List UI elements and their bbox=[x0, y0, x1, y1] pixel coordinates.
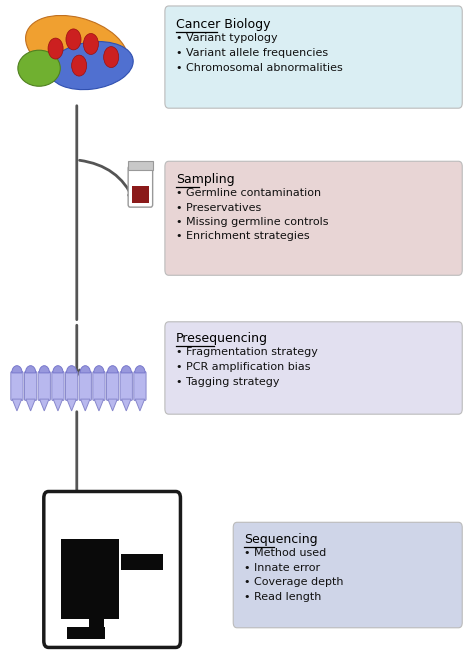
Polygon shape bbox=[94, 399, 104, 411]
Bar bbox=[120, 555, 163, 570]
Wedge shape bbox=[121, 366, 131, 373]
Text: Cancer Biology: Cancer Biology bbox=[176, 18, 270, 31]
Polygon shape bbox=[67, 399, 76, 411]
Bar bbox=[128, 161, 153, 170]
FancyBboxPatch shape bbox=[65, 372, 78, 401]
Wedge shape bbox=[12, 366, 22, 373]
Polygon shape bbox=[12, 399, 22, 411]
Polygon shape bbox=[26, 399, 36, 411]
Circle shape bbox=[83, 34, 99, 55]
FancyBboxPatch shape bbox=[93, 372, 105, 401]
Wedge shape bbox=[26, 366, 36, 373]
Text: • Innate error: • Innate error bbox=[244, 563, 320, 573]
Text: Presequencing: Presequencing bbox=[176, 332, 268, 345]
Ellipse shape bbox=[18, 50, 60, 86]
Text: • Read length: • Read length bbox=[244, 592, 321, 602]
FancyBboxPatch shape bbox=[165, 161, 462, 275]
Circle shape bbox=[104, 47, 118, 68]
Bar bbox=[61, 540, 118, 619]
Circle shape bbox=[66, 29, 81, 50]
Wedge shape bbox=[80, 366, 91, 373]
Polygon shape bbox=[135, 399, 145, 411]
FancyBboxPatch shape bbox=[44, 492, 181, 647]
FancyBboxPatch shape bbox=[233, 522, 462, 628]
FancyBboxPatch shape bbox=[11, 372, 23, 401]
Polygon shape bbox=[39, 399, 49, 411]
Polygon shape bbox=[108, 399, 117, 411]
Text: • Coverage depth: • Coverage depth bbox=[244, 577, 344, 588]
FancyBboxPatch shape bbox=[107, 372, 118, 401]
Text: • Method used: • Method used bbox=[244, 549, 326, 559]
Wedge shape bbox=[135, 366, 145, 373]
Wedge shape bbox=[108, 366, 118, 373]
Wedge shape bbox=[53, 366, 63, 373]
Text: • Variant allele frequencies: • Variant allele frequencies bbox=[176, 48, 328, 58]
Text: • Chromosomal abnormalities: • Chromosomal abnormalities bbox=[176, 63, 343, 73]
FancyBboxPatch shape bbox=[134, 372, 146, 401]
FancyBboxPatch shape bbox=[128, 166, 153, 207]
Text: • Tagging strategy: • Tagging strategy bbox=[176, 378, 279, 388]
FancyBboxPatch shape bbox=[79, 372, 91, 401]
FancyBboxPatch shape bbox=[52, 372, 64, 401]
Polygon shape bbox=[121, 399, 131, 411]
Text: • Germline contamination: • Germline contamination bbox=[176, 188, 321, 198]
Circle shape bbox=[72, 55, 87, 76]
Text: • Variant typology: • Variant typology bbox=[176, 33, 277, 43]
Text: • Missing germline controls: • Missing germline controls bbox=[176, 217, 328, 227]
Ellipse shape bbox=[26, 15, 128, 82]
Wedge shape bbox=[66, 366, 77, 373]
Text: Sampling: Sampling bbox=[176, 173, 234, 186]
Text: • Preservatives: • Preservatives bbox=[176, 203, 261, 213]
Text: Sequencing: Sequencing bbox=[244, 534, 318, 546]
Polygon shape bbox=[53, 399, 63, 411]
Ellipse shape bbox=[49, 41, 133, 89]
Bar bbox=[67, 627, 105, 639]
FancyBboxPatch shape bbox=[38, 372, 50, 401]
Wedge shape bbox=[39, 366, 49, 373]
FancyBboxPatch shape bbox=[165, 322, 462, 414]
Polygon shape bbox=[81, 399, 90, 411]
FancyBboxPatch shape bbox=[120, 372, 132, 401]
Circle shape bbox=[48, 38, 63, 59]
FancyBboxPatch shape bbox=[165, 6, 462, 108]
Wedge shape bbox=[94, 366, 104, 373]
Bar bbox=[132, 186, 149, 203]
Bar bbox=[89, 614, 104, 639]
FancyBboxPatch shape bbox=[25, 372, 36, 401]
Text: • Enrichment strategies: • Enrichment strategies bbox=[176, 232, 310, 241]
Text: • PCR amplification bias: • PCR amplification bias bbox=[176, 363, 310, 372]
Text: • Fragmentation strategy: • Fragmentation strategy bbox=[176, 347, 318, 357]
